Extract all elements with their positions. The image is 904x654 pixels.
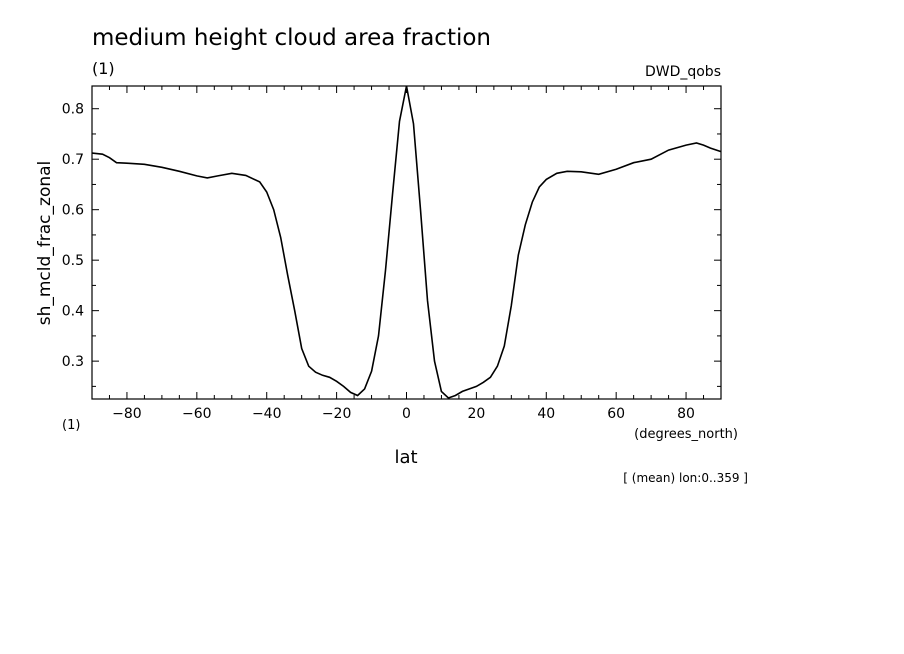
y-tick-label: 0.6 [62, 203, 84, 219]
plot-frame [91, 85, 722, 400]
x-tick-label: 80 [677, 406, 695, 422]
y-units-corner: (1) [62, 418, 80, 433]
plot-area: −80 −60 −40 −20 0 20 40 60 80 0.3 0.4 0.5 0.6 0.7 0.8 [62, 85, 722, 422]
x-tick-label: 0 [402, 406, 411, 422]
x-units-label: (degrees_north) [634, 427, 738, 442]
x-tick-label: 60 [607, 406, 625, 422]
x-tick-label: −60 [182, 406, 212, 422]
x-axis-label: lat [394, 447, 417, 468]
x-tick-label: −80 [112, 406, 142, 422]
chart-title: medium height cloud area fraction [92, 25, 491, 51]
series-line [91, 85, 722, 399]
x-tick-label: −20 [322, 406, 352, 422]
y-tick-label: 0.3 [62, 354, 84, 370]
x-tick-label: −40 [252, 406, 282, 422]
y-axis-label: sh_mcld_frac_zonal [35, 161, 55, 326]
x-tick-label: 20 [467, 406, 485, 422]
y-tick-label: 0.8 [62, 102, 84, 118]
y-tick-label: 0.5 [62, 253, 84, 269]
units-label: (1) [92, 59, 115, 78]
y-tick-label: 0.7 [62, 152, 84, 168]
footnote: [ (mean) lon:0..359 ] [623, 471, 748, 485]
source-label: DWD_qobs [645, 64, 721, 80]
y-tick-label: 0.4 [62, 304, 84, 320]
x-tick-label: 40 [537, 406, 555, 422]
